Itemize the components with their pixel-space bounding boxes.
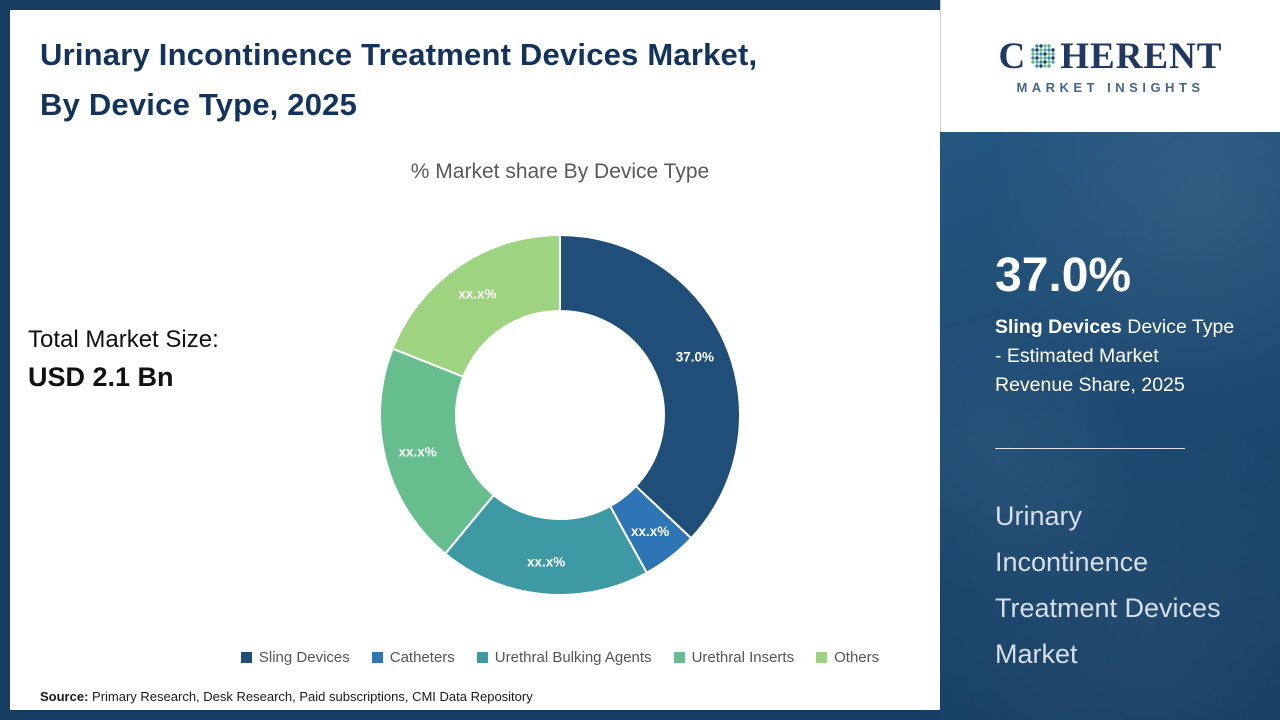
highlight-stat-rest: Device Type - Estimated Market Revenue S… <box>995 315 1235 396</box>
legend-swatch <box>816 651 828 663</box>
donut-segment-urethral-bulking-agents <box>443 493 649 596</box>
chart-title: % Market share By Device Type <box>410 160 710 183</box>
brand-logo-subtitle: MARKET INSIGHTS <box>1016 79 1205 95</box>
donut-chart: 37.0% xx.x% xx.x% xx.x% xx.x% <box>379 233 741 596</box>
total-market-value: USD 2.1 Bn <box>28 362 174 392</box>
source-text: Primary Research, Desk Research, Paid su… <box>88 689 533 704</box>
brand-logo-letter: C <box>998 35 1027 77</box>
donut-segment-label: 37.0% <box>676 350 714 365</box>
legend-swatch <box>673 651 685 663</box>
chart-legend: Sling Devices Catheters Urethral Bulking A… <box>120 648 1000 666</box>
donut-segment-urethral-inserts <box>379 347 496 556</box>
panel-market-name: Urinary Incontinence Treatment Devices M… <box>995 500 1221 669</box>
page-title-line1: Urinary Incontinence Treatment Devices M… <box>40 37 758 72</box>
page-title: Urinary Incontinence Treatment Devices M… <box>40 30 757 130</box>
legend-item: Urethral Inserts <box>673 648 795 666</box>
donut-segment-label: xx.x% <box>398 445 436 460</box>
frame-border-left <box>0 0 10 720</box>
highlight-stat-segment: Sling Devices <box>995 315 1122 338</box>
total-market-label: Total Market Size: <box>28 326 219 353</box>
legend-swatch <box>476 651 488 663</box>
panel-divider <box>995 447 1185 449</box>
legend-item: Urethral Bulking Agents <box>476 648 652 666</box>
brand-logo-sphere-icon <box>1031 44 1055 68</box>
highlight-stat-description: Sling Devices Device Type - Estimated Ma… <box>995 313 1235 400</box>
donut-segment-label: xx.x% <box>527 554 565 569</box>
brand-logo: C HERENT MARKET INSIGHTS <box>940 0 1280 132</box>
legend-label: Urethral Bulking Agents <box>494 648 652 666</box>
legend-label: Sling Devices <box>258 648 350 666</box>
highlight-stat-value: 37.0% <box>995 249 1132 302</box>
donut-segment-label: xx.x% <box>458 286 496 301</box>
source-label: Source: <box>40 689 89 704</box>
legend-item: Sling Devices <box>240 648 350 666</box>
total-market-size: Total Market Size: USD 2.1 Bn <box>28 326 219 393</box>
source-note: Source: Primary Research, Desk Research,… <box>40 689 533 704</box>
legend-item: Catheters <box>371 648 455 666</box>
brand-logo-letters: HERENT <box>1060 35 1223 77</box>
right-sidebar: C HERENT MARKET INSIGHTS 37.0% Sling Devi… <box>940 0 1280 720</box>
frame-border-top <box>0 0 940 10</box>
donut-segment-label: xx.x% <box>631 524 669 539</box>
legend-label: Others <box>834 648 880 666</box>
main-content: Urinary Incontinence Treatment Devices M… <box>10 10 940 710</box>
highlight-panel: 37.0% Sling Devices Device Type - Estima… <box>940 132 1280 720</box>
legend-label: Urethral Inserts <box>691 648 795 666</box>
page-title-line2: By Device Type, 2025 <box>40 87 358 122</box>
legend-item: Others <box>816 649 879 666</box>
donut-segment-others <box>391 233 561 379</box>
legend-swatch <box>240 651 252 663</box>
frame-border-bottom <box>0 710 940 720</box>
legend-swatch <box>371 651 383 663</box>
brand-logo-wordmark: C HERENT <box>999 38 1223 75</box>
legend-label: Catheters <box>389 648 455 666</box>
donut-segment-sling-devices <box>559 233 741 540</box>
